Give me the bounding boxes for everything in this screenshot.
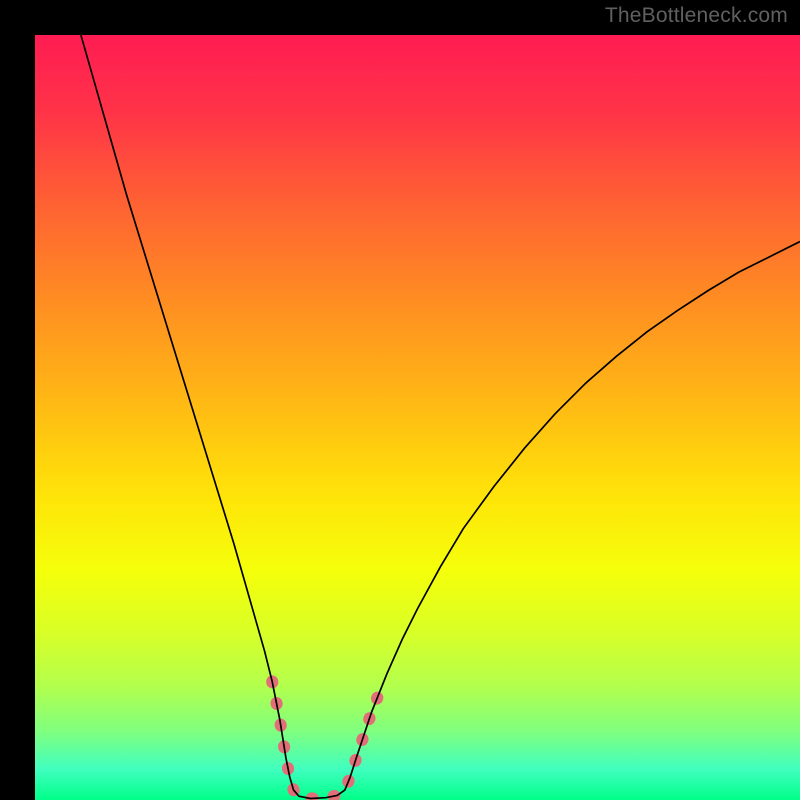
chart-plot-area [35, 35, 800, 800]
bottleneck-curve [81, 35, 800, 798]
watermark-text: TheBottleneck.com [605, 4, 788, 28]
chart-overlay [35, 35, 800, 800]
